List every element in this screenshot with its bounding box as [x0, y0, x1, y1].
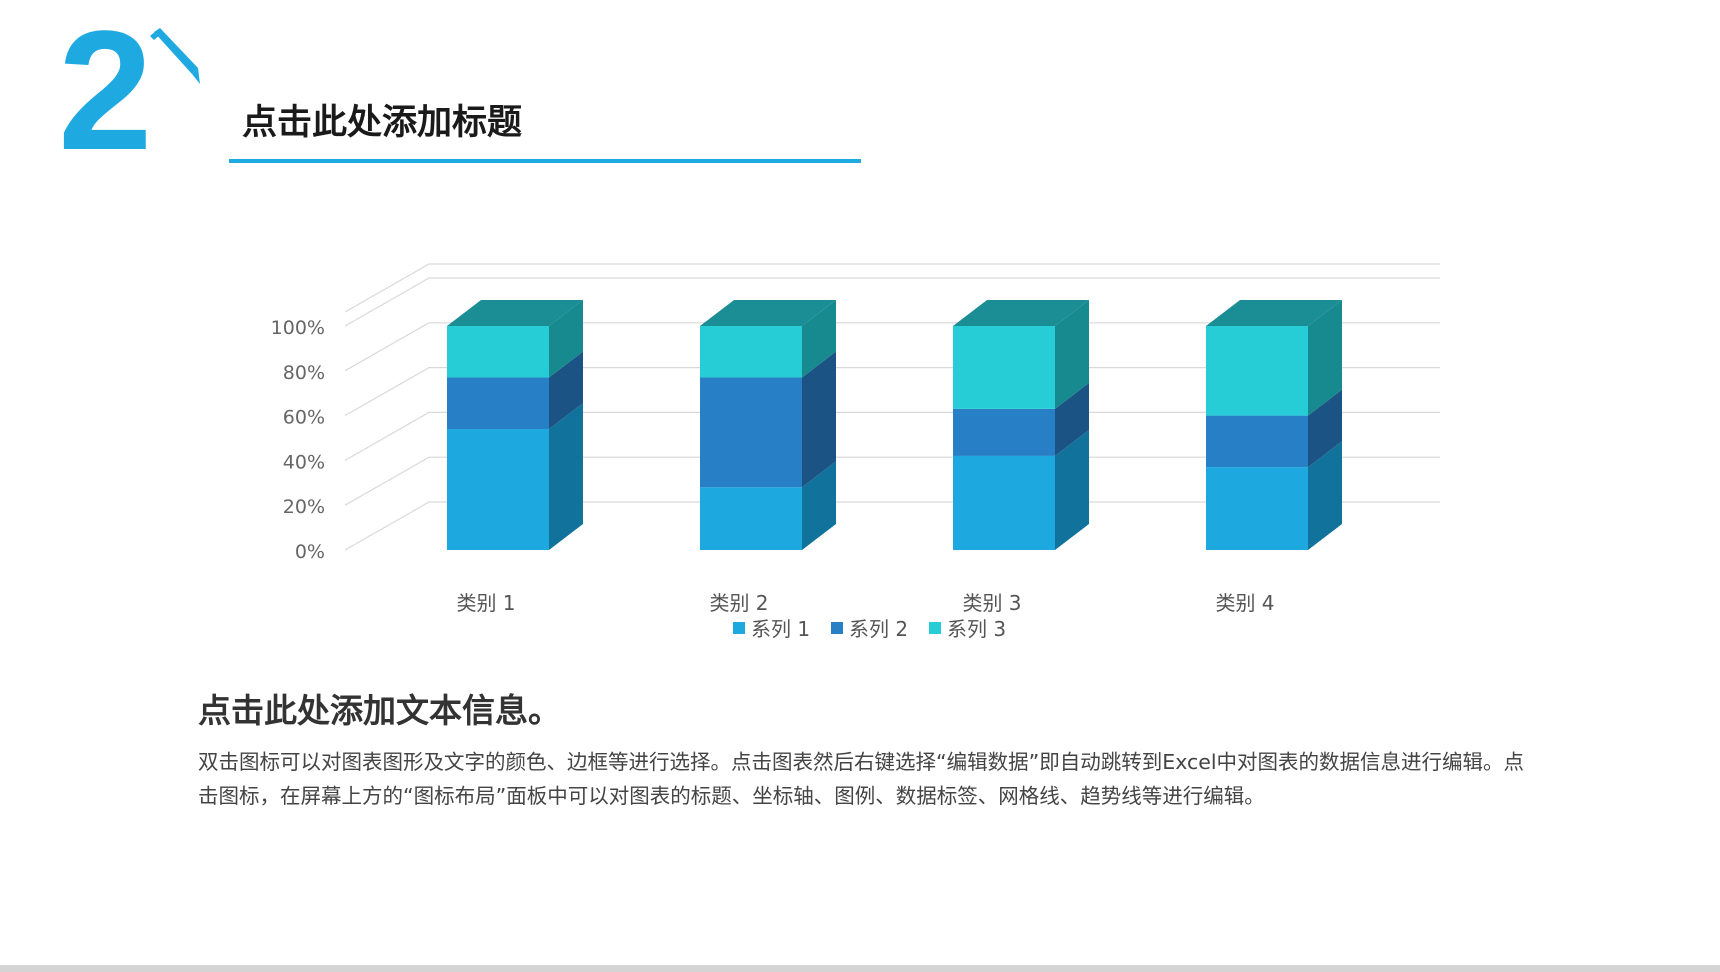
bar-side	[549, 300, 583, 378]
bar-side	[1308, 300, 1342, 416]
title-underline	[229, 159, 861, 163]
bar-side	[1055, 300, 1089, 409]
gridline	[344, 263, 1440, 313]
legend-swatch	[831, 622, 843, 634]
x-tick-label: 类别 3	[962, 591, 1021, 615]
pencil-icon	[150, 28, 200, 84]
body-heading: 点击此处添加文本信息。	[198, 691, 561, 730]
y-tick-label: 20%	[283, 496, 325, 518]
bar-side	[802, 461, 836, 550]
bar-top	[700, 300, 836, 326]
x-tick-label: 类别 2	[709, 591, 768, 615]
legend-swatch	[929, 622, 941, 634]
bar-segment	[447, 429, 549, 550]
legend-swatch	[733, 622, 745, 634]
bar-segment	[1206, 415, 1308, 468]
bar-segment	[953, 455, 1055, 550]
legend-label: 系列 1	[751, 617, 810, 641]
gridline	[344, 501, 1440, 551]
bar-top	[447, 300, 583, 326]
gridline	[344, 277, 1440, 327]
section-number: 2	[58, 0, 153, 186]
gridline	[344, 411, 1440, 461]
stacked-3d-bar-chart: 0% 20% 40% 60% 80% 100% 类别 1 类别 2 类别 3 类别 4 系列 1 系列…	[271, 263, 1440, 641]
bar-segment	[953, 326, 1055, 409]
bar-side	[549, 351, 583, 430]
y-tick-label: 60%	[283, 407, 325, 429]
y-tick-label: 0%	[295, 541, 325, 563]
y-tick-label: 40%	[283, 451, 325, 473]
bar-top	[953, 300, 1089, 326]
bar-side	[1055, 382, 1089, 456]
bar-top	[1206, 300, 1342, 326]
bar-segment	[1206, 326, 1308, 416]
bar-side	[1055, 429, 1089, 550]
bar-segment	[700, 377, 802, 488]
gridline	[344, 366, 1440, 417]
slide-title: 点击此处添加标题	[242, 103, 523, 143]
bar-side	[1308, 389, 1342, 468]
bar-segment	[447, 377, 549, 430]
y-tick-label: 100%	[271, 317, 325, 339]
gridline	[344, 456, 1440, 506]
x-tick-label: 类别 4	[1215, 591, 1274, 615]
bar-segment	[447, 326, 549, 378]
legend-label: 系列 3	[947, 617, 1006, 641]
footer-bar	[0, 965, 1720, 972]
bar-segment	[953, 408, 1055, 456]
body-paragraph: 双击图标可以对图表图形及文字的颜色、边框等进行选择。点击图表然后右键选择“编辑数…	[198, 750, 1525, 808]
bar-side	[549, 403, 583, 550]
x-tick-label: 类别 1	[456, 591, 515, 615]
gridline	[344, 322, 1440, 372]
bar-side	[1308, 441, 1342, 550]
bar-segment	[700, 487, 802, 550]
y-tick-label: 80%	[283, 362, 325, 384]
bar-side	[802, 351, 836, 488]
legend-label: 系列 2	[849, 617, 908, 641]
bar-segment	[1206, 467, 1308, 550]
bar-segment	[700, 326, 802, 378]
bar-side	[802, 300, 836, 378]
